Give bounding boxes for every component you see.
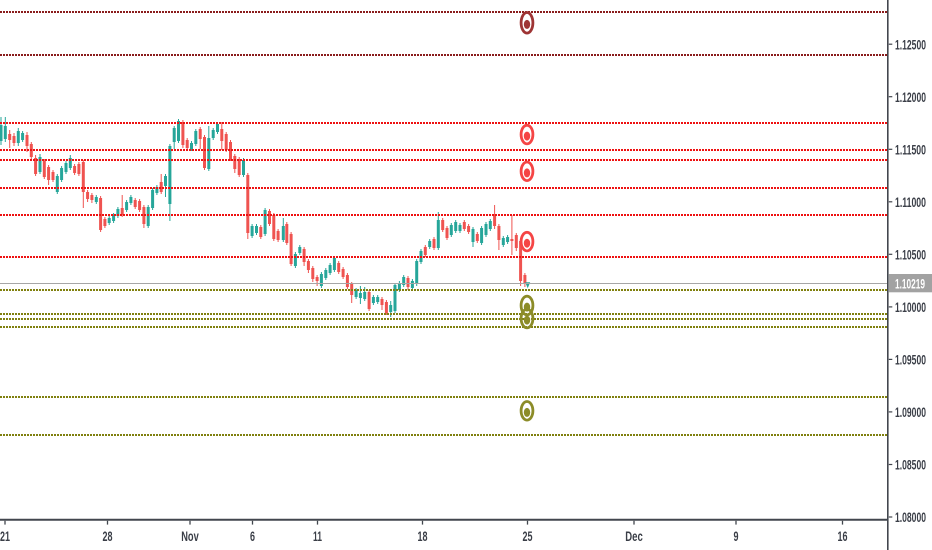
svg-text:1.12500: 1.12500: [895, 37, 926, 52]
svg-text:1.10000: 1.10000: [895, 300, 926, 315]
svg-text:1.10500: 1.10500: [895, 248, 926, 263]
svg-text:28: 28: [103, 529, 113, 544]
svg-text:1.10219: 1.10219: [895, 276, 925, 291]
svg-text:11: 11: [313, 529, 322, 544]
svg-text:1.09500: 1.09500: [895, 353, 926, 368]
svg-text:6: 6: [250, 529, 255, 544]
svg-text:16: 16: [838, 529, 848, 544]
svg-text:1.11000: 1.11000: [895, 195, 926, 210]
svg-text:Nov: Nov: [181, 529, 199, 544]
svg-text:Dec: Dec: [625, 529, 643, 544]
svg-text:25: 25: [523, 529, 533, 544]
svg-text:9: 9: [734, 529, 739, 544]
svg-text:18: 18: [418, 529, 428, 544]
svg-text:1.11500: 1.11500: [895, 143, 926, 158]
svg-text:1.12000: 1.12000: [895, 90, 926, 105]
svg-text:1.08500: 1.08500: [895, 458, 926, 473]
svg-text:1.09000: 1.09000: [895, 405, 926, 420]
svg-text:1.08000: 1.08000: [895, 510, 926, 525]
svg-text:21: 21: [0, 529, 10, 544]
